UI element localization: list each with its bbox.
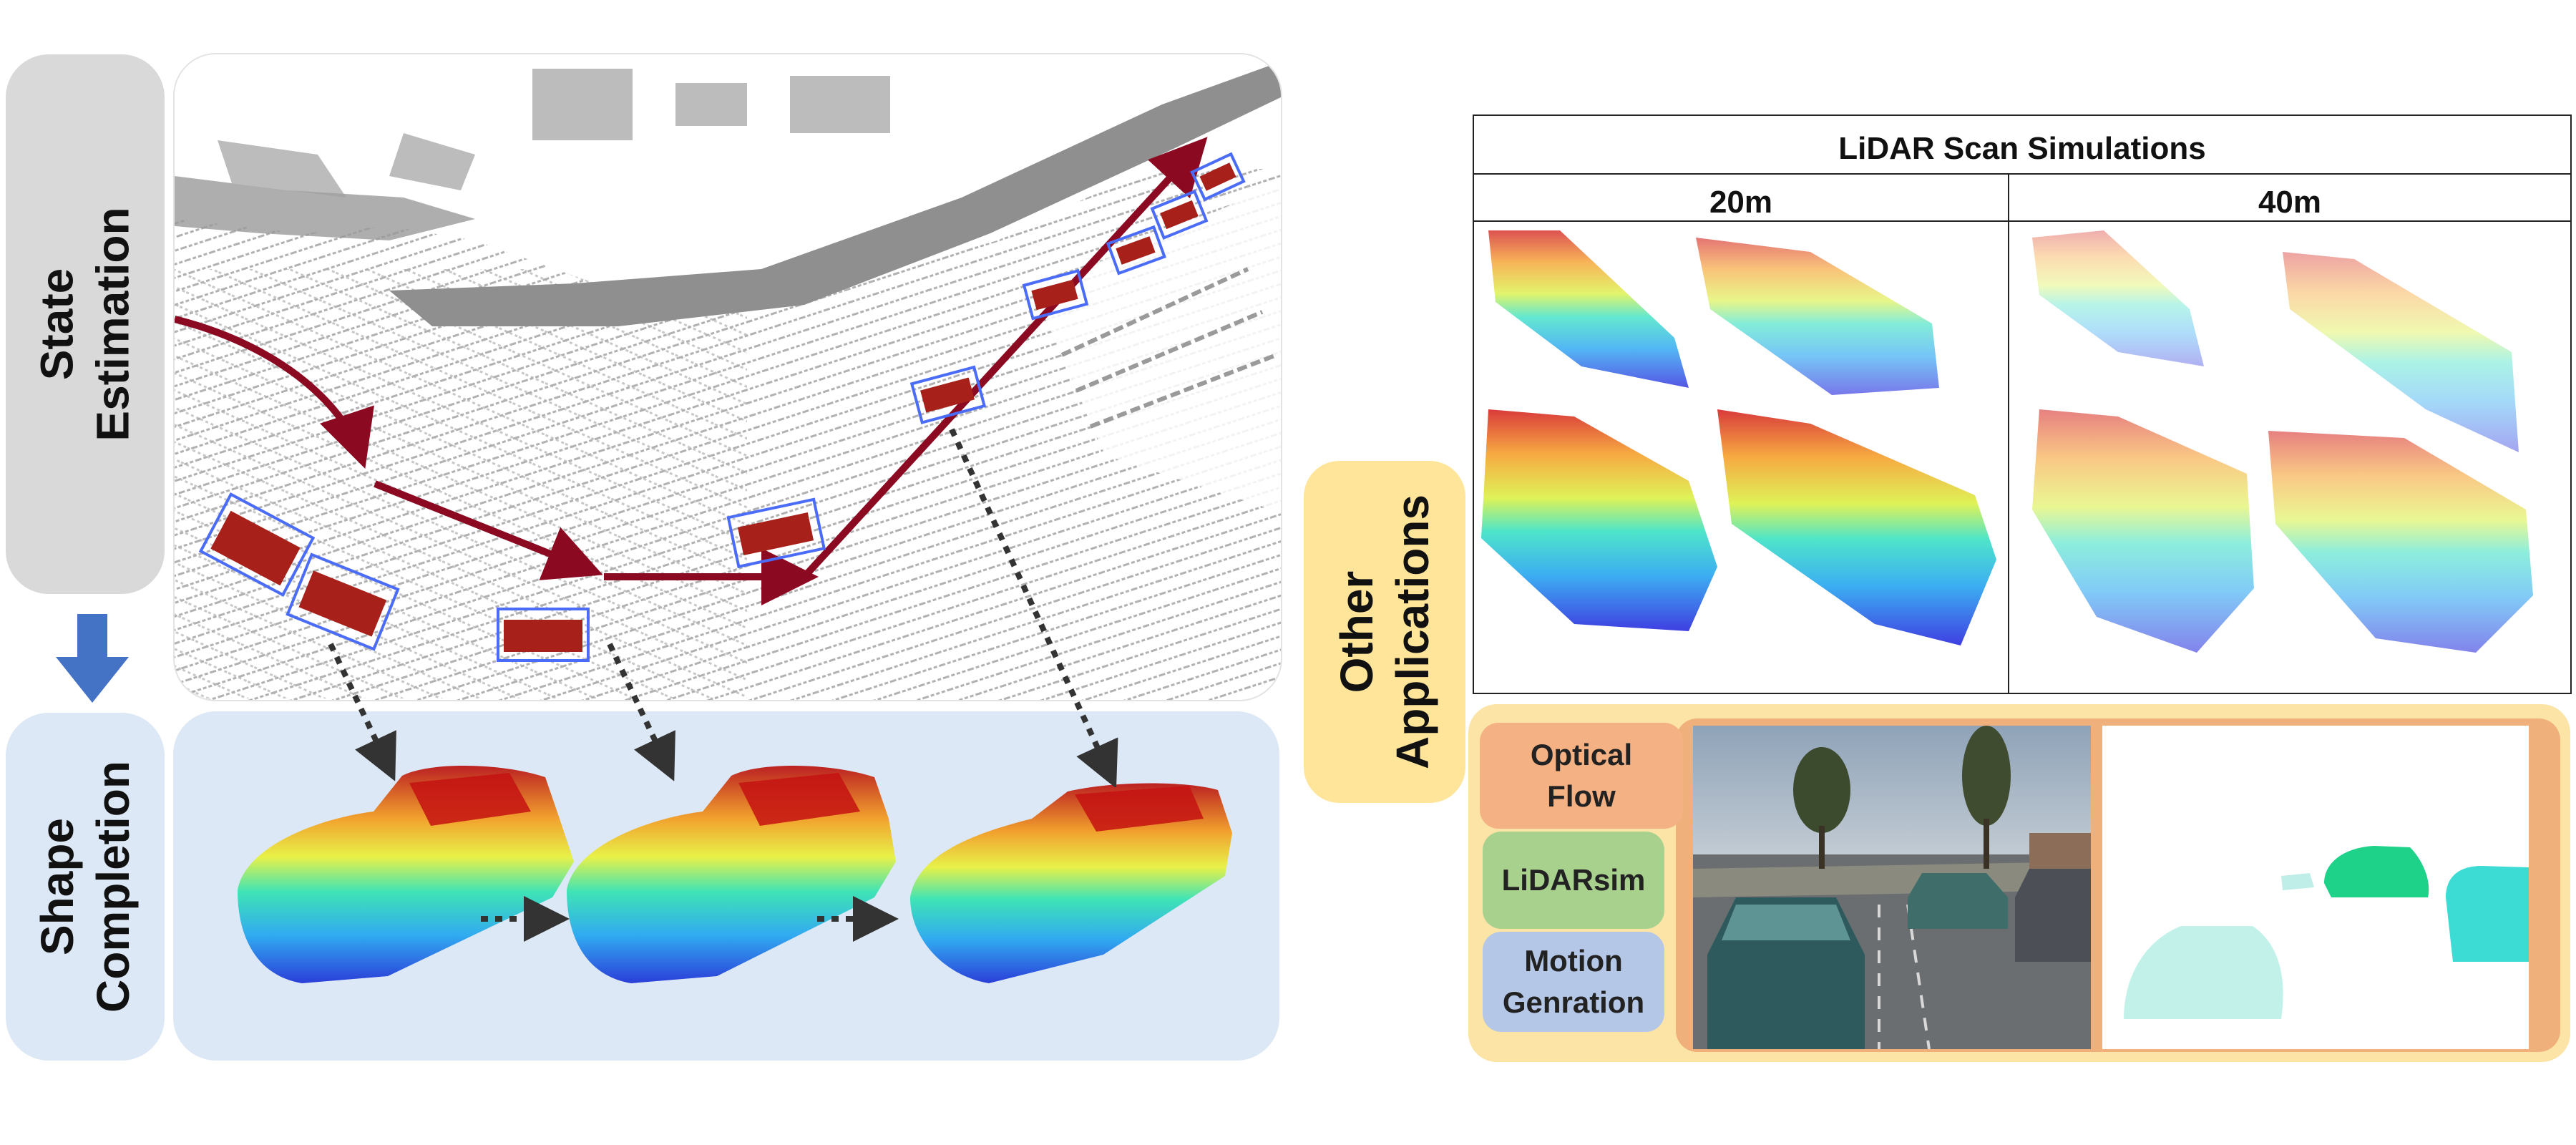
completed-car-1 xyxy=(238,765,574,983)
down-arrow-icon xyxy=(56,614,129,703)
scan-20m-4 xyxy=(1717,409,1996,645)
completed-car-2 xyxy=(567,765,896,983)
table-title: LiDAR Scan Simulations xyxy=(1838,131,2206,166)
shape-completion-text: Shape Completion xyxy=(31,761,139,1013)
other-applications-label: Other Applications xyxy=(1304,461,1465,803)
tracked-car xyxy=(286,552,400,651)
scan-20m-2 xyxy=(1696,238,1939,395)
column-divider xyxy=(2008,175,2009,693)
lidarsim-button[interactable]: LiDARsim xyxy=(1483,832,1664,929)
completed-car-3 xyxy=(910,783,1232,983)
connector-arrow-long xyxy=(949,428,1118,787)
table-divider xyxy=(1474,220,2570,222)
scan-20m-1 xyxy=(1488,230,1689,388)
scan-20m-3 xyxy=(1481,409,1717,631)
tracked-car xyxy=(198,492,316,597)
column-header-40m: 40m xyxy=(2258,185,2322,220)
scan-40m-2 xyxy=(2283,252,2519,452)
tracked-car xyxy=(1150,190,1209,240)
other-applications-text: Other Applications xyxy=(1331,494,1438,770)
scan-40m-4 xyxy=(2268,431,2533,653)
table-divider xyxy=(1474,173,2570,175)
street-camera-image xyxy=(1693,726,2091,1049)
optical-flow-button[interactable]: Optical Flow xyxy=(1480,723,1683,829)
tracked-car xyxy=(1106,225,1166,276)
completed-car-shapes xyxy=(238,765,1232,983)
simulated-scans xyxy=(1481,230,2533,653)
tracked-car xyxy=(909,365,987,424)
lidar-scan-table: LiDAR Scan Simulations 20m 40m xyxy=(1473,114,2572,694)
state-estimation-label: State Estimation xyxy=(6,54,165,594)
column-header-20m: 20m xyxy=(1709,185,1773,220)
tracked-car xyxy=(497,608,590,662)
tracked-car xyxy=(1190,152,1246,202)
state-estimation-text: State Estimation xyxy=(31,207,139,442)
tracked-car xyxy=(726,497,826,569)
shape-completion-label: Shape Completion xyxy=(6,713,165,1061)
scan-40m-3 xyxy=(2032,409,2254,653)
lidar-scene-image xyxy=(175,54,1281,700)
scan-40m-1 xyxy=(2032,230,2204,366)
tracked-car xyxy=(1022,269,1089,321)
state-estimation-scene xyxy=(173,53,1282,701)
motion-generation-button[interactable]: Motion Genration xyxy=(1483,932,1664,1032)
flow-visualization-image xyxy=(2102,726,2529,1049)
